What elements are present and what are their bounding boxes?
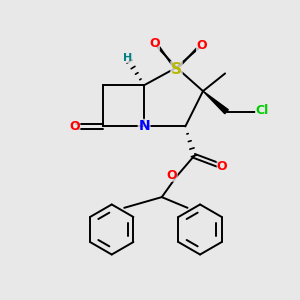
Text: H: H bbox=[123, 53, 133, 63]
Text: O: O bbox=[217, 160, 227, 173]
Text: O: O bbox=[149, 38, 160, 50]
Text: O: O bbox=[167, 169, 177, 182]
Text: O: O bbox=[70, 120, 80, 133]
Text: Cl: Cl bbox=[255, 104, 268, 117]
Text: S: S bbox=[171, 61, 182, 76]
Polygon shape bbox=[203, 91, 228, 114]
Text: N: N bbox=[138, 119, 150, 134]
Text: O: O bbox=[196, 39, 207, 52]
